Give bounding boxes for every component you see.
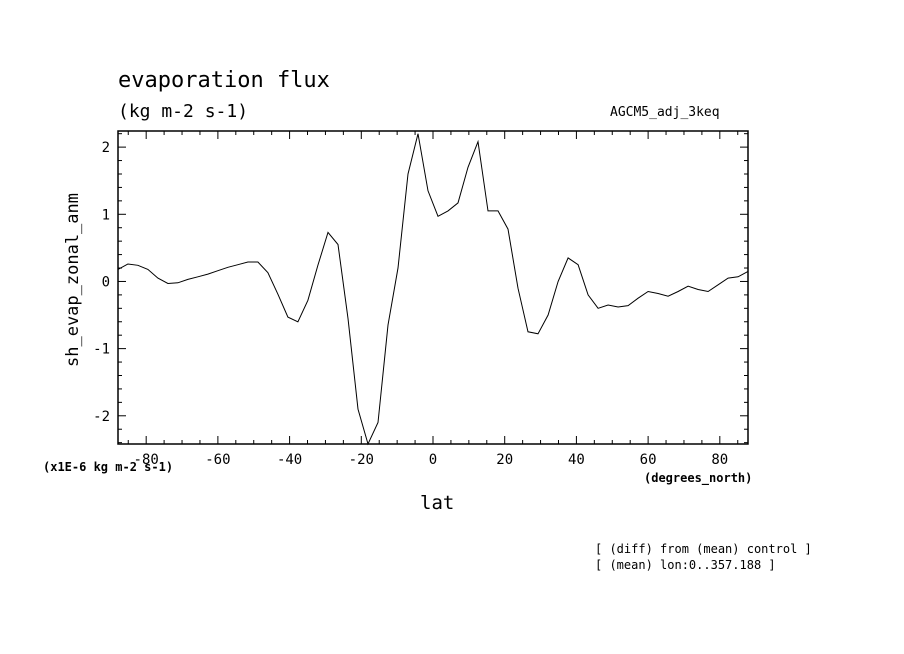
x-tick-label: 60 bbox=[640, 452, 657, 468]
chart-units: (kg m-2 s-1) bbox=[118, 101, 249, 122]
x-tick-label: -60 bbox=[205, 452, 230, 468]
y-tick-label: 1 bbox=[102, 207, 110, 223]
y-tick-label: -1 bbox=[93, 342, 110, 358]
experiment-label: AGCM5_adj_3keq bbox=[610, 105, 720, 120]
footnote-mean: [ (mean) lon:0..357.188 ] bbox=[595, 558, 776, 572]
y-axis-label: sh_evap_zonal_anm bbox=[63, 193, 83, 367]
plot-frame bbox=[117, 130, 749, 445]
x-units-label: (degrees_north) bbox=[644, 471, 753, 485]
x-tick-label: 20 bbox=[496, 452, 513, 468]
chart-title: evaporation flux bbox=[118, 68, 330, 93]
x-tick-label: -40 bbox=[277, 452, 302, 468]
series-line bbox=[117, 133, 749, 446]
y-tick-label: 0 bbox=[102, 274, 110, 290]
axis-ticks bbox=[118, 131, 748, 444]
x-tick-label: 40 bbox=[568, 452, 585, 468]
y-scale-note: (x1E-6 kg m-2 s-1) bbox=[43, 460, 174, 474]
x-axis-label: lat bbox=[420, 492, 455, 514]
x-tick-label: -20 bbox=[349, 452, 374, 468]
y-tick-label: 2 bbox=[102, 140, 110, 156]
x-tick-label: 80 bbox=[711, 452, 728, 468]
y-tick-label: -2 bbox=[93, 409, 110, 425]
x-tick-label: 0 bbox=[429, 452, 437, 468]
axis-tick-labels: -80 -60 -40 -20 0 20 40 60 80 -2 -1 0 1 2 bbox=[93, 140, 728, 468]
footnote-diff: [ (diff) from (mean) control ] bbox=[595, 542, 812, 556]
x-tick-label: -80 bbox=[134, 452, 159, 468]
